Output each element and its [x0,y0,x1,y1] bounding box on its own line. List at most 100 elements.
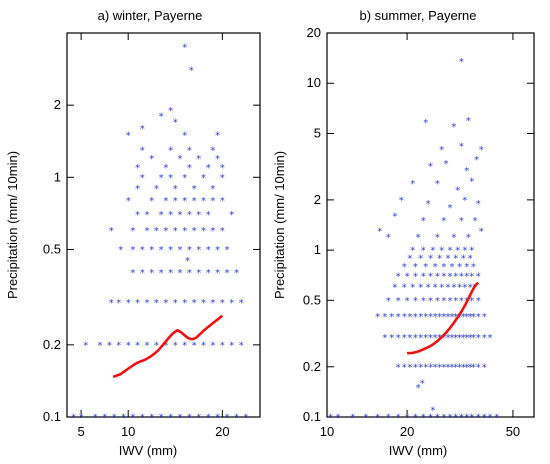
data-point: * [196,210,201,221]
data-point: * [402,262,407,273]
data-point: * [201,196,206,207]
data-point: * [464,413,469,424]
data-point: * [476,296,481,307]
data-point: * [210,146,215,157]
y-tick-label: 1 [314,242,321,257]
data-point: * [79,413,84,424]
data-point: * [453,413,458,424]
data-point: * [130,413,135,424]
tick-group: 10 20 50 0.1 0.2 0.5 1 2 5 10 20 [303,25,534,439]
plot-frame [326,32,535,418]
data-point: * [421,246,426,257]
data-point: * [441,216,446,227]
data-point: * [459,413,464,424]
data-point: * [402,333,407,344]
data-point: * [145,210,150,221]
data-point: * [423,333,428,344]
data-point: * [392,212,397,223]
data-marks: ****************************************… [71,42,248,423]
data-point: * [410,179,415,190]
data-point: * [450,312,455,323]
data-point: * [437,253,442,264]
data-point: * [116,340,121,351]
data-point: * [215,245,220,256]
data-point: * [159,210,164,221]
data-point: * [459,296,464,307]
data-point: * [482,413,487,424]
data-point: * [435,179,440,190]
mean-curve [112,314,224,379]
data-point: * [468,362,473,373]
data-point: * [336,413,341,424]
data-point: * [441,333,446,344]
data-point: * [428,413,433,424]
data-point: * [126,196,131,207]
data-point: * [159,173,164,184]
data-point: * [479,227,484,238]
data-point: * [455,185,460,196]
data-point: * [234,413,239,424]
data-point: * [386,232,391,243]
data-point: * [192,298,197,309]
data-point: * [215,413,220,424]
data-point: * [407,362,412,373]
data-point: * [173,118,178,129]
data-point: * [126,340,131,351]
data-point: * [102,413,107,424]
data-point: * [201,298,206,309]
data-point: * [462,283,467,294]
data-point: * [459,57,464,68]
data-point: * [392,283,397,294]
data-point: * [476,199,481,210]
panel-title: b) summer, Payerne [359,8,476,23]
data-point: * [375,413,380,424]
data-point: * [220,226,225,237]
data-point: * [453,253,458,264]
data-point: * [446,362,451,373]
data-point: * [173,184,178,195]
data-point: * [168,413,173,424]
data-point: * [173,196,178,207]
data-point: * [182,298,187,309]
data-point: * [93,413,98,424]
y-tick-label: 0.5 [303,292,321,307]
data-point: * [426,283,431,294]
data-point: * [461,362,466,373]
data-point: * [407,333,412,344]
data-point: * [140,268,145,279]
data-point: * [453,272,458,283]
data-point: * [435,413,440,424]
data-point: * [196,245,201,256]
data-point: * [215,268,220,279]
data-point: * [225,245,230,256]
data-point: * [466,232,471,243]
data-point: * [220,298,225,309]
plot-frame [66,32,261,418]
data-point: * [413,272,418,283]
data-point: * [396,333,401,344]
panel-winter: a) winter, Payerne 5 10 200.10.20.512 * * * *… [5,8,261,458]
y-tick-label: 0.5 [43,241,61,256]
data-point: * [459,272,464,283]
data-point: * [451,283,456,294]
data-point: * [182,340,187,351]
data-point: * [453,312,458,323]
data-point: * [464,362,469,373]
data-point: * [210,184,215,195]
data-point: * [178,210,183,221]
data-point: * [435,296,440,307]
data-point: * [423,262,428,273]
data-point: * [446,283,451,294]
data-point: * [444,159,449,170]
x-tick-label: 20 [400,424,414,439]
data-point: * [476,413,481,424]
data-point: * [154,226,159,237]
y-axis-label: Precipitation (mm/ 10min) [272,151,287,299]
data-point: * [421,272,426,283]
data-point: * [185,256,190,267]
data-point: * [116,298,121,309]
data-point: * [206,245,211,256]
data-point: * [178,245,183,256]
data-point: * [446,333,451,344]
data-point: * [482,312,487,323]
